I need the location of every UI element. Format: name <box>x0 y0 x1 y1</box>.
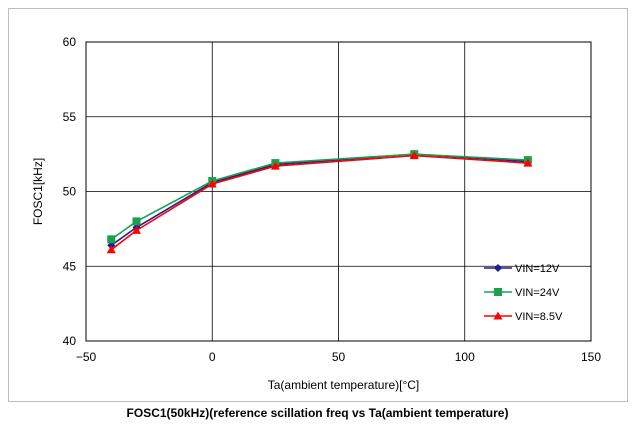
x-tick-label: −50 <box>76 350 97 364</box>
plot-area <box>85 41 592 342</box>
legend-label: VIN=8.5V <box>515 311 563 323</box>
data-point <box>409 151 419 160</box>
legend-label: VIN=24V <box>515 287 560 299</box>
y-axis-ticks: 40 45 50 55 60 <box>63 35 77 348</box>
legend-label: VIN=12V <box>515 263 560 275</box>
line-chart: 40 45 50 55 60 −50 0 50 100 150 FOSC1[kHz] Ta(am… <box>31 35 602 392</box>
data-point <box>523 158 533 167</box>
y-tick-label: 60 <box>63 35 77 49</box>
series-3 <box>106 151 533 254</box>
legend-item: VIN=24V <box>484 287 560 299</box>
legend-item: VIN=8.5V <box>484 311 563 323</box>
y-axis-title: FOSC1[kHz] <box>31 158 45 225</box>
chart-frame: 40 45 50 55 60 −50 0 50 100 150 FOSC1[kHz] Ta(am… <box>8 8 628 402</box>
legend-marker <box>494 288 502 296</box>
data-point <box>107 235 116 244</box>
series-1 <box>107 150 532 250</box>
series <box>106 150 533 254</box>
legend-marker <box>494 264 502 272</box>
data-point <box>106 245 116 254</box>
legend-marker <box>493 311 503 320</box>
x-tick-label: 100 <box>455 350 475 364</box>
x-tick-label: 0 <box>209 350 216 364</box>
y-tick-label: 40 <box>63 334 77 348</box>
y-tick-label: 45 <box>63 259 77 273</box>
x-axis-ticks: −50 0 50 100 150 <box>76 350 602 364</box>
x-tick-label: 150 <box>581 350 601 364</box>
series-2 <box>107 150 532 244</box>
y-tick-label: 50 <box>63 185 77 199</box>
y-tick-label: 55 <box>63 110 77 124</box>
chart-caption: FOSC1(50kHz)(reference scillation freq v… <box>126 406 509 420</box>
legend-item: VIN=12V <box>484 263 560 275</box>
x-axis-title: Ta(ambient temperature)[°C] <box>268 378 420 392</box>
series-line <box>110 153 528 246</box>
series-line <box>110 154 528 251</box>
data-point <box>270 161 280 170</box>
data-point <box>207 179 217 188</box>
series-line <box>110 153 528 240</box>
x-tick-label: 50 <box>332 350 346 364</box>
data-point <box>132 217 141 226</box>
legend: VIN=12V VIN=24V VIN=8.5V <box>484 263 563 323</box>
data-point <box>132 225 141 234</box>
